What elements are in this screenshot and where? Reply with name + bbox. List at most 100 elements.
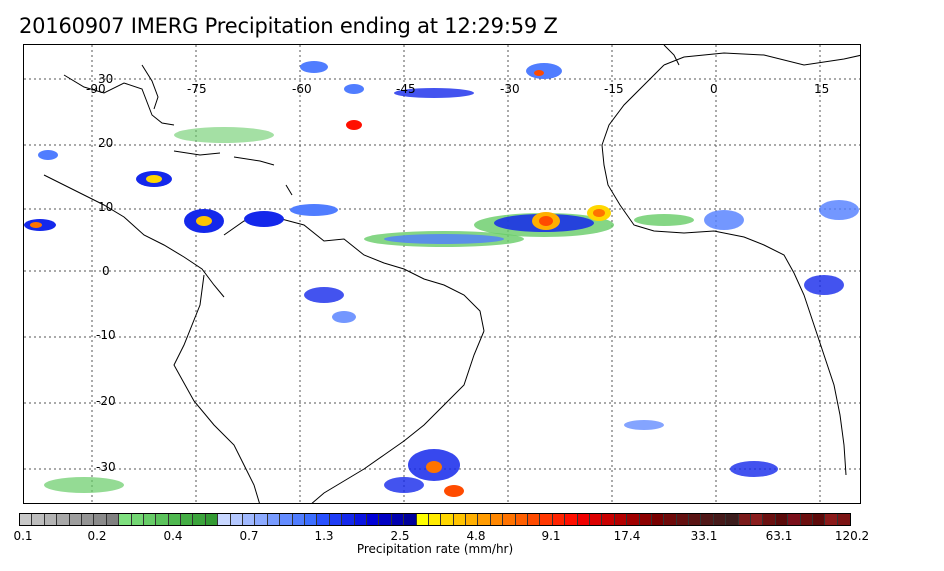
colorbar-swatch: [800, 514, 813, 525]
colorbar-swatch: [552, 514, 566, 525]
colorbar-tick-label: 0.7: [239, 529, 259, 543]
colorbar-swatch: [193, 514, 206, 525]
lat-label: 10: [98, 200, 113, 214]
lon-label: -15: [604, 82, 624, 96]
colorbar-swatch: [515, 514, 529, 525]
lon-label: -30: [500, 82, 520, 96]
colorbar-swatch: [602, 514, 615, 525]
colorbar-swatch: [329, 514, 343, 525]
colorbar-swatch: [577, 514, 590, 525]
colorbar-swatch: [490, 514, 504, 525]
colorbar-swatch: [57, 514, 70, 525]
colorbar-swatch: [354, 514, 367, 525]
colorbar-swatch: [131, 514, 144, 525]
colorbar-swatch: [503, 514, 516, 525]
colorbar-swatch: [32, 514, 45, 525]
lon-label: 15: [814, 82, 829, 96]
colorbar-swatch: [317, 514, 330, 525]
colorbar-swatch: [453, 514, 467, 525]
colorbar-swatch: [701, 514, 714, 525]
colorbar-swatch: [94, 514, 107, 525]
colorbar-swatch: [825, 514, 838, 525]
colorbar-swatch: [69, 514, 82, 525]
map-title: 20160907 IMERG Precipitation ending at 1…: [19, 14, 558, 38]
colorbar-swatch: [651, 514, 665, 525]
lat-label: 30: [98, 72, 113, 86]
colorbar-swatch: [106, 514, 120, 525]
lat-label: 0: [102, 264, 110, 278]
lon-label: 0: [710, 82, 718, 96]
colorbar-swatch: [366, 514, 380, 525]
colorbar-swatch: [589, 514, 603, 525]
colorbar-tick-label: 17.4: [613, 529, 641, 543]
lon-label: -60: [292, 82, 312, 96]
colorbar-swatch: [664, 514, 677, 525]
colorbar-swatch: [81, 514, 95, 525]
colorbar-swatch: [119, 514, 132, 525]
lat-label: -10: [96, 328, 116, 342]
graticule: [24, 45, 860, 503]
colorbar-swatch: [788, 514, 801, 525]
lat-label: -30: [96, 460, 116, 474]
colorbar-swatch: [143, 514, 157, 525]
colorbar-swatch: [441, 514, 454, 525]
colorbar-swatch: [726, 514, 739, 525]
colorbar-swatch: [342, 514, 355, 525]
colorbar-swatch: [676, 514, 690, 525]
colorbar-swatch: [391, 514, 405, 525]
colorbar-swatch: [565, 514, 578, 525]
colorbar-swatch: [243, 514, 256, 525]
colorbar-tick-label: 120.2: [834, 529, 870, 543]
colorbar-swatch: [44, 514, 58, 525]
colorbar-tick-label: 9.1: [541, 529, 561, 543]
colorbar-swatch: [304, 514, 318, 525]
colorbar-tick-label: 0.2: [87, 529, 107, 543]
colorbar-swatch: [255, 514, 268, 525]
colorbar-swatch: [713, 514, 727, 525]
colorbar-swatch: [267, 514, 281, 525]
colorbar-tick-label: 0.1: [13, 529, 33, 543]
colorbar-swatch: [218, 514, 231, 525]
colorbar-tick-label: 33.1: [690, 529, 718, 543]
colorbar-swatch: [20, 514, 33, 525]
colorbar-swatch: [540, 514, 553, 525]
colorbar-swatch: [751, 514, 764, 525]
map-panel: -90 -75 -60 -45 -30 -15 0 15 30 20 10 0 …: [23, 44, 861, 504]
lon-label: -90: [86, 82, 106, 96]
colorbar-tick-label: 0.4: [163, 529, 183, 543]
longitude-labels: -90 -75 -60 -45 -30 -15 0 15: [86, 82, 829, 96]
colorbar-swatch: [738, 514, 752, 525]
colorbar-swatch: [627, 514, 640, 525]
colorbar-swatch: [614, 514, 628, 525]
colorbar-swatch: [156, 514, 169, 525]
coastlines: [43, 45, 860, 503]
colorbar-swatch: [280, 514, 293, 525]
colorbar-tick-label: 2.5: [390, 529, 410, 543]
colorbar-swatch: [404, 514, 417, 525]
colorbar-tick-label: 4.8: [466, 529, 486, 543]
colorbar-swatch: [292, 514, 305, 525]
colorbar-swatch: [813, 514, 826, 525]
colorbar-swatch: [837, 514, 851, 525]
lon-label: -45: [396, 82, 416, 96]
lon-label: -75: [187, 82, 207, 96]
colorbar: [19, 513, 852, 526]
lat-label: -20: [96, 394, 116, 408]
colorbar-swatch: [168, 514, 182, 525]
colorbar-swatch: [230, 514, 244, 525]
colorbar-swatch: [379, 514, 392, 525]
colorbar-units-label: Precipitation rate (mm/hr): [356, 542, 514, 556]
precip-map: -90 -75 -60 -45 -30 -15 0 15 30 20 10 0 …: [24, 45, 860, 503]
colorbar-swatch: [775, 514, 789, 525]
colorbar-swatch: [763, 514, 776, 525]
colorbar-swatch: [478, 514, 491, 525]
colorbar-swatch: [181, 514, 194, 525]
colorbar-swatch: [466, 514, 479, 525]
colorbar-swatch: [428, 514, 442, 525]
colorbar-tick-label: 1.3: [314, 529, 334, 543]
colorbar-tick-label: 63.1: [765, 529, 793, 543]
precip-field: [24, 61, 859, 497]
latitude-labels: 30 20 10 0 -10 -20 -30: [96, 72, 116, 474]
colorbar-swatch: [205, 514, 219, 525]
colorbar-swatch: [416, 514, 429, 525]
